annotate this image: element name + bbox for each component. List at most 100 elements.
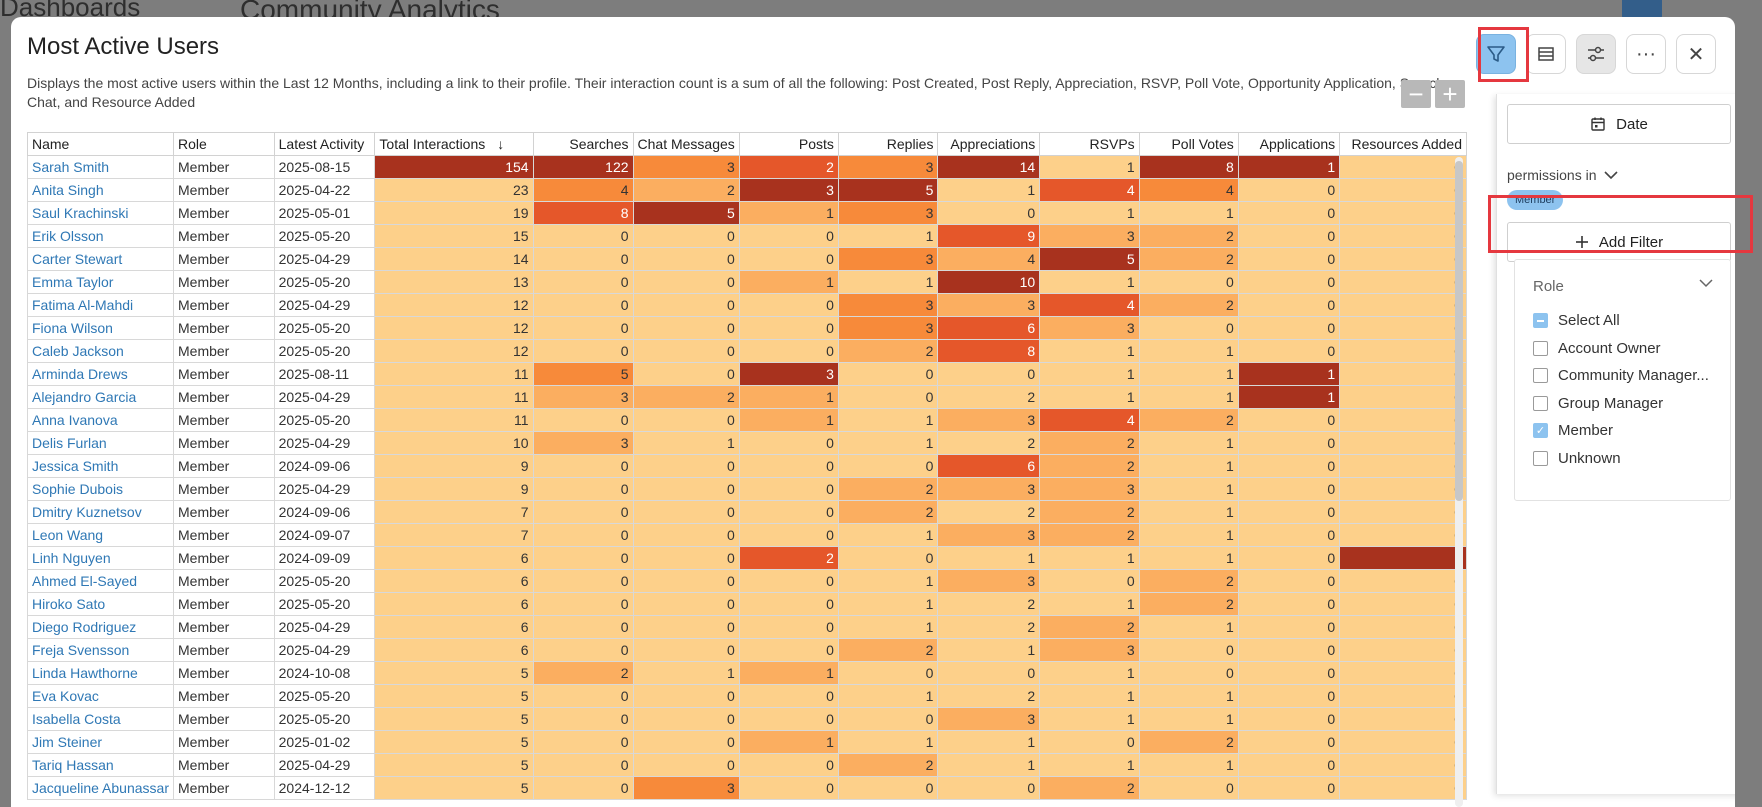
settings-button[interactable] (1576, 34, 1616, 74)
member-filter-chip[interactable]: Member (1507, 190, 1564, 210)
user-profile-link[interactable]: Hiroko Sato (27, 592, 174, 616)
metric-cell: 0 (1339, 684, 1467, 708)
user-profile-link[interactable]: Alejandro Garcia (27, 385, 174, 409)
date-filter-button[interactable]: Date (1507, 104, 1731, 144)
column-header-label: Role (178, 136, 207, 152)
table-row: Diego Rodriguez Member 2025-04-29 6 0 0 0 1 2 2 1 0… (27, 615, 1467, 639)
user-profile-link[interactable]: Erik Olsson (27, 224, 174, 248)
user-profile-link[interactable]: Carter Stewart (27, 247, 174, 271)
user-profile-link[interactable]: Freja Svensson (27, 638, 174, 662)
user-profile-link[interactable]: Tariq Hassan (27, 753, 174, 777)
user-profile-link[interactable]: Diego Rodriguez (27, 615, 174, 639)
user-profile-link[interactable]: Jim Steiner (27, 730, 174, 754)
user-profile-link[interactable]: Dmitry Kuznetsov (27, 500, 174, 524)
metric-cell: 3 (837, 201, 939, 225)
close-button[interactable]: ✕ (1676, 34, 1716, 74)
filter-button[interactable] (1476, 34, 1516, 74)
add-filter-button[interactable]: Add Filter (1507, 222, 1731, 262)
column-header[interactable]: Poll Votes (1138, 132, 1239, 156)
role-option-checkbox[interactable] (1533, 450, 1548, 466)
user-profile-link[interactable]: Caleb Jackson (27, 339, 174, 363)
column-header[interactable]: Total Interactions ↓ (374, 132, 534, 156)
metric-cell: 0 (632, 339, 740, 363)
column-header[interactable]: Applications (1237, 132, 1341, 156)
role-option[interactable]: Community Manager... (1533, 367, 1709, 384)
filter-icon (1486, 44, 1506, 64)
column-header[interactable]: Posts (738, 132, 839, 156)
metric-cell: 1 (837, 730, 939, 754)
column-header[interactable]: Replies (837, 132, 939, 156)
role-option-label: Unknown (1558, 449, 1621, 467)
user-profile-link[interactable]: Anna Ivanova (27, 408, 174, 432)
zoom-out-button[interactable]: − (1401, 80, 1431, 108)
column-header[interactable]: Role (173, 132, 275, 156)
metric-cell: 3 (632, 155, 740, 179)
metric-cell: 1 (837, 569, 939, 593)
table-view-button[interactable] (1526, 34, 1566, 74)
role-filter-header[interactable]: Role (1533, 278, 1713, 295)
permissions-filter-toggle[interactable]: permissions in (1507, 167, 1619, 183)
metric-cell: 0 (1339, 270, 1467, 294)
user-profile-link[interactable]: Sarah Smith (27, 155, 174, 179)
role-cell: Member (173, 385, 275, 409)
user-profile-link[interactable]: Ahmed El-Sayed (27, 569, 174, 593)
metric-cell: 1 (1039, 385, 1140, 409)
latest-activity-cell: 2025-05-20 (273, 316, 376, 340)
metric-cell: 2 (837, 500, 939, 524)
user-profile-link[interactable]: Linda Hawthorne (27, 661, 174, 685)
table-scrollbar-thumb[interactable] (1455, 161, 1463, 501)
user-profile-link[interactable]: Emma Taylor (27, 270, 174, 294)
user-profile-link[interactable]: Jacqueline Abunassar (27, 776, 174, 800)
column-header-label: Replies (886, 136, 934, 152)
metric-cell: 0 (1339, 592, 1467, 616)
user-profile-link[interactable]: Delis Furlan (27, 431, 174, 455)
role-cell: Member (173, 155, 275, 179)
zoom-in-button[interactable]: + (1435, 80, 1465, 108)
user-profile-link[interactable]: Arminda Drews (27, 362, 174, 386)
metric-cell: 0 (532, 477, 634, 501)
column-header[interactable]: Chat Messages (632, 132, 740, 156)
metric-cell: 0 (532, 270, 634, 294)
column-header[interactable]: RSVPs (1039, 132, 1140, 156)
column-header[interactable]: Latest Activity (273, 132, 376, 156)
user-profile-link[interactable]: Fiona Wilson (27, 316, 174, 340)
role-option-checkbox[interactable] (1533, 395, 1548, 411)
user-profile-link[interactable]: Eva Kovac (27, 684, 174, 708)
latest-activity-cell: 2025-08-11 (273, 362, 376, 386)
user-profile-link[interactable]: Fatima Al-Mahdi (27, 293, 174, 317)
metric-cell: 0 (532, 615, 634, 639)
role-option-checkbox[interactable] (1533, 340, 1548, 356)
metric-cell: 11 (374, 408, 534, 432)
metric-cell: 2 (937, 431, 1041, 455)
user-profile-link[interactable]: Sophie Dubois (27, 477, 174, 501)
role-option[interactable]: Group Manager (1533, 395, 1663, 412)
role-option-checkbox[interactable] (1533, 313, 1548, 328)
role-option[interactable]: Select All (1533, 312, 1620, 329)
role-option-checkbox[interactable]: ✓ (1533, 423, 1548, 438)
column-header[interactable]: Name (27, 132, 174, 156)
metric-cell: 1 (837, 592, 939, 616)
user-profile-link[interactable]: Jessica Smith (27, 454, 174, 478)
user-profile-link[interactable]: Anita Singh (27, 178, 174, 202)
metric-cell: 1 (1138, 753, 1239, 777)
metric-cell: 2 (632, 385, 740, 409)
user-profile-link[interactable]: Saul Krachinski (27, 201, 174, 225)
metric-cell: 10 (937, 270, 1041, 294)
metric-cell: 0 (1339, 569, 1467, 593)
more-options-button[interactable]: ··· (1626, 34, 1666, 74)
column-header[interactable]: Appreciations (937, 132, 1041, 156)
role-option[interactable]: ✓ Member (1533, 422, 1613, 439)
metric-cell: 0 (837, 385, 939, 409)
role-option-label: Account Owner (1558, 339, 1661, 357)
column-header[interactable]: Resources Added (1339, 132, 1467, 156)
metric-cell: 0 (1339, 753, 1467, 777)
user-profile-link[interactable]: Linh Nguyen (27, 546, 174, 570)
column-header[interactable]: Searches (532, 132, 634, 156)
role-option[interactable]: Unknown (1533, 450, 1621, 467)
user-profile-link[interactable]: Leon Wang (27, 523, 174, 547)
metric-cell: 5 (374, 730, 534, 754)
user-profile-link[interactable]: Isabella Costa (27, 707, 174, 731)
role-option-checkbox[interactable] (1533, 368, 1548, 383)
role-option[interactable]: Account Owner (1533, 340, 1661, 357)
